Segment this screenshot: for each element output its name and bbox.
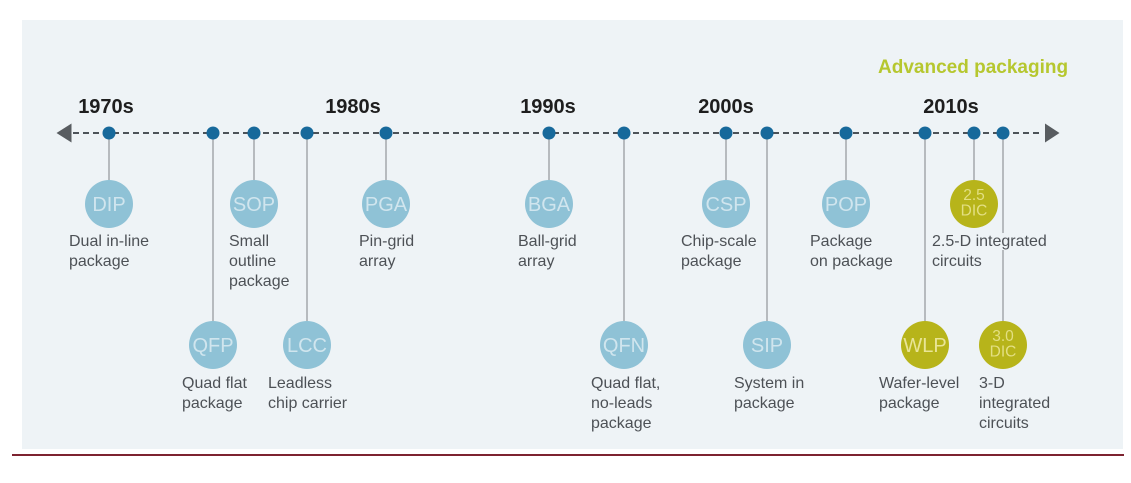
svg-text:2.5: 2.5 (963, 187, 985, 204)
svg-text:CSP: CSP (705, 194, 746, 216)
svg-text:POP: POP (825, 194, 867, 216)
svg-text:LCC: LCC (287, 335, 327, 357)
svg-text:DIC: DIC (990, 344, 1017, 361)
svg-text:3.0: 3.0 (992, 328, 1014, 345)
svg-text:SIP: SIP (751, 335, 783, 357)
svg-text:BGA: BGA (528, 194, 571, 216)
svg-text:QFN: QFN (603, 335, 645, 357)
svg-text:QFP: QFP (192, 335, 233, 357)
svg-text:PGA: PGA (365, 194, 408, 216)
svg-text:WLP: WLP (903, 335, 946, 357)
svg-text:DIC: DIC (961, 203, 988, 220)
svg-text:DIP: DIP (92, 194, 125, 216)
svg-text:SOP: SOP (233, 194, 275, 216)
